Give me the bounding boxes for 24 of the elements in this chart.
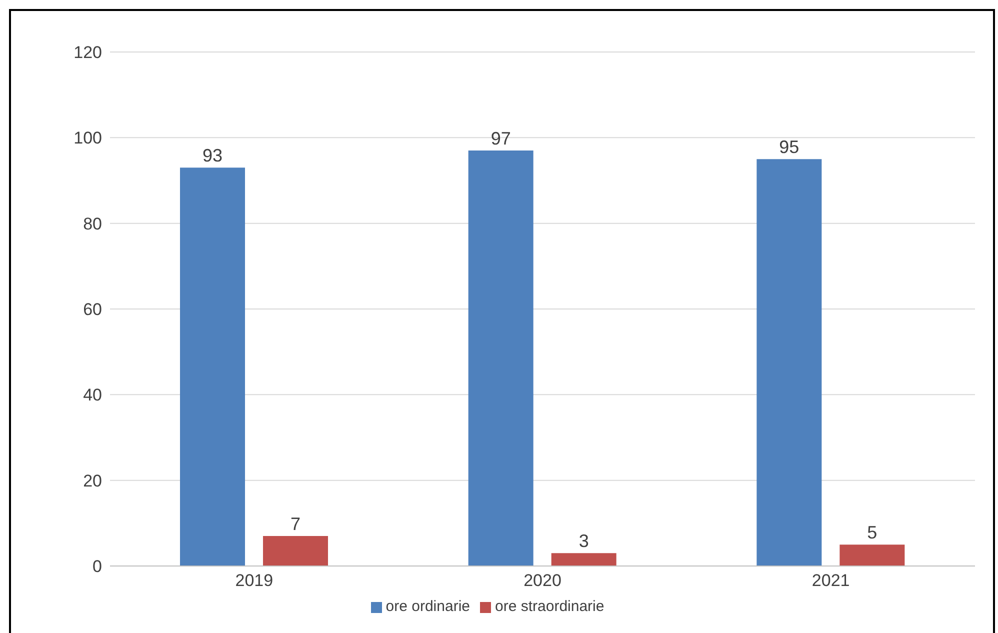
data-label: 5	[867, 522, 878, 543]
legend-label: ore straordinarie	[495, 598, 604, 615]
data-label: 3	[578, 531, 589, 552]
data-label: 95	[779, 137, 800, 158]
x-tick-label: 2021	[812, 571, 850, 590]
data-label: 93	[202, 146, 223, 166]
data-label: 97	[490, 128, 511, 149]
bar	[180, 168, 245, 566]
y-tick-label: 60	[83, 300, 102, 320]
y-tick-label: 0	[92, 557, 102, 576]
bar	[263, 536, 328, 566]
y-tick-label: 100	[74, 128, 102, 148]
y-tick-label: 40	[83, 386, 102, 405]
legend-label: ore ordinarie	[386, 598, 470, 615]
bar	[468, 150, 534, 566]
x-tick-label: 2019	[235, 571, 274, 590]
bar	[756, 159, 822, 566]
y-tick-label: 120	[74, 43, 102, 62]
y-tick-label: 80	[83, 214, 102, 234]
bar	[551, 553, 616, 566]
data-label: 7	[290, 514, 301, 534]
x-tick-label: 2020	[524, 571, 562, 590]
bar	[840, 544, 905, 566]
y-tick-label: 20	[83, 471, 102, 490]
